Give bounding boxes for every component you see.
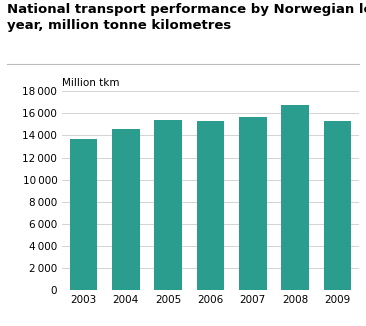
Bar	[70, 139, 97, 290]
Bar	[324, 121, 351, 290]
Bar	[197, 121, 224, 290]
Bar	[154, 120, 182, 290]
Bar	[239, 117, 266, 290]
Text: Million tkm: Million tkm	[62, 78, 120, 88]
Bar	[112, 129, 139, 290]
Bar	[281, 105, 309, 290]
Text: National transport performance by Norwegian lorries,
year, million tonne kilomet: National transport performance by Norweg…	[7, 3, 366, 32]
